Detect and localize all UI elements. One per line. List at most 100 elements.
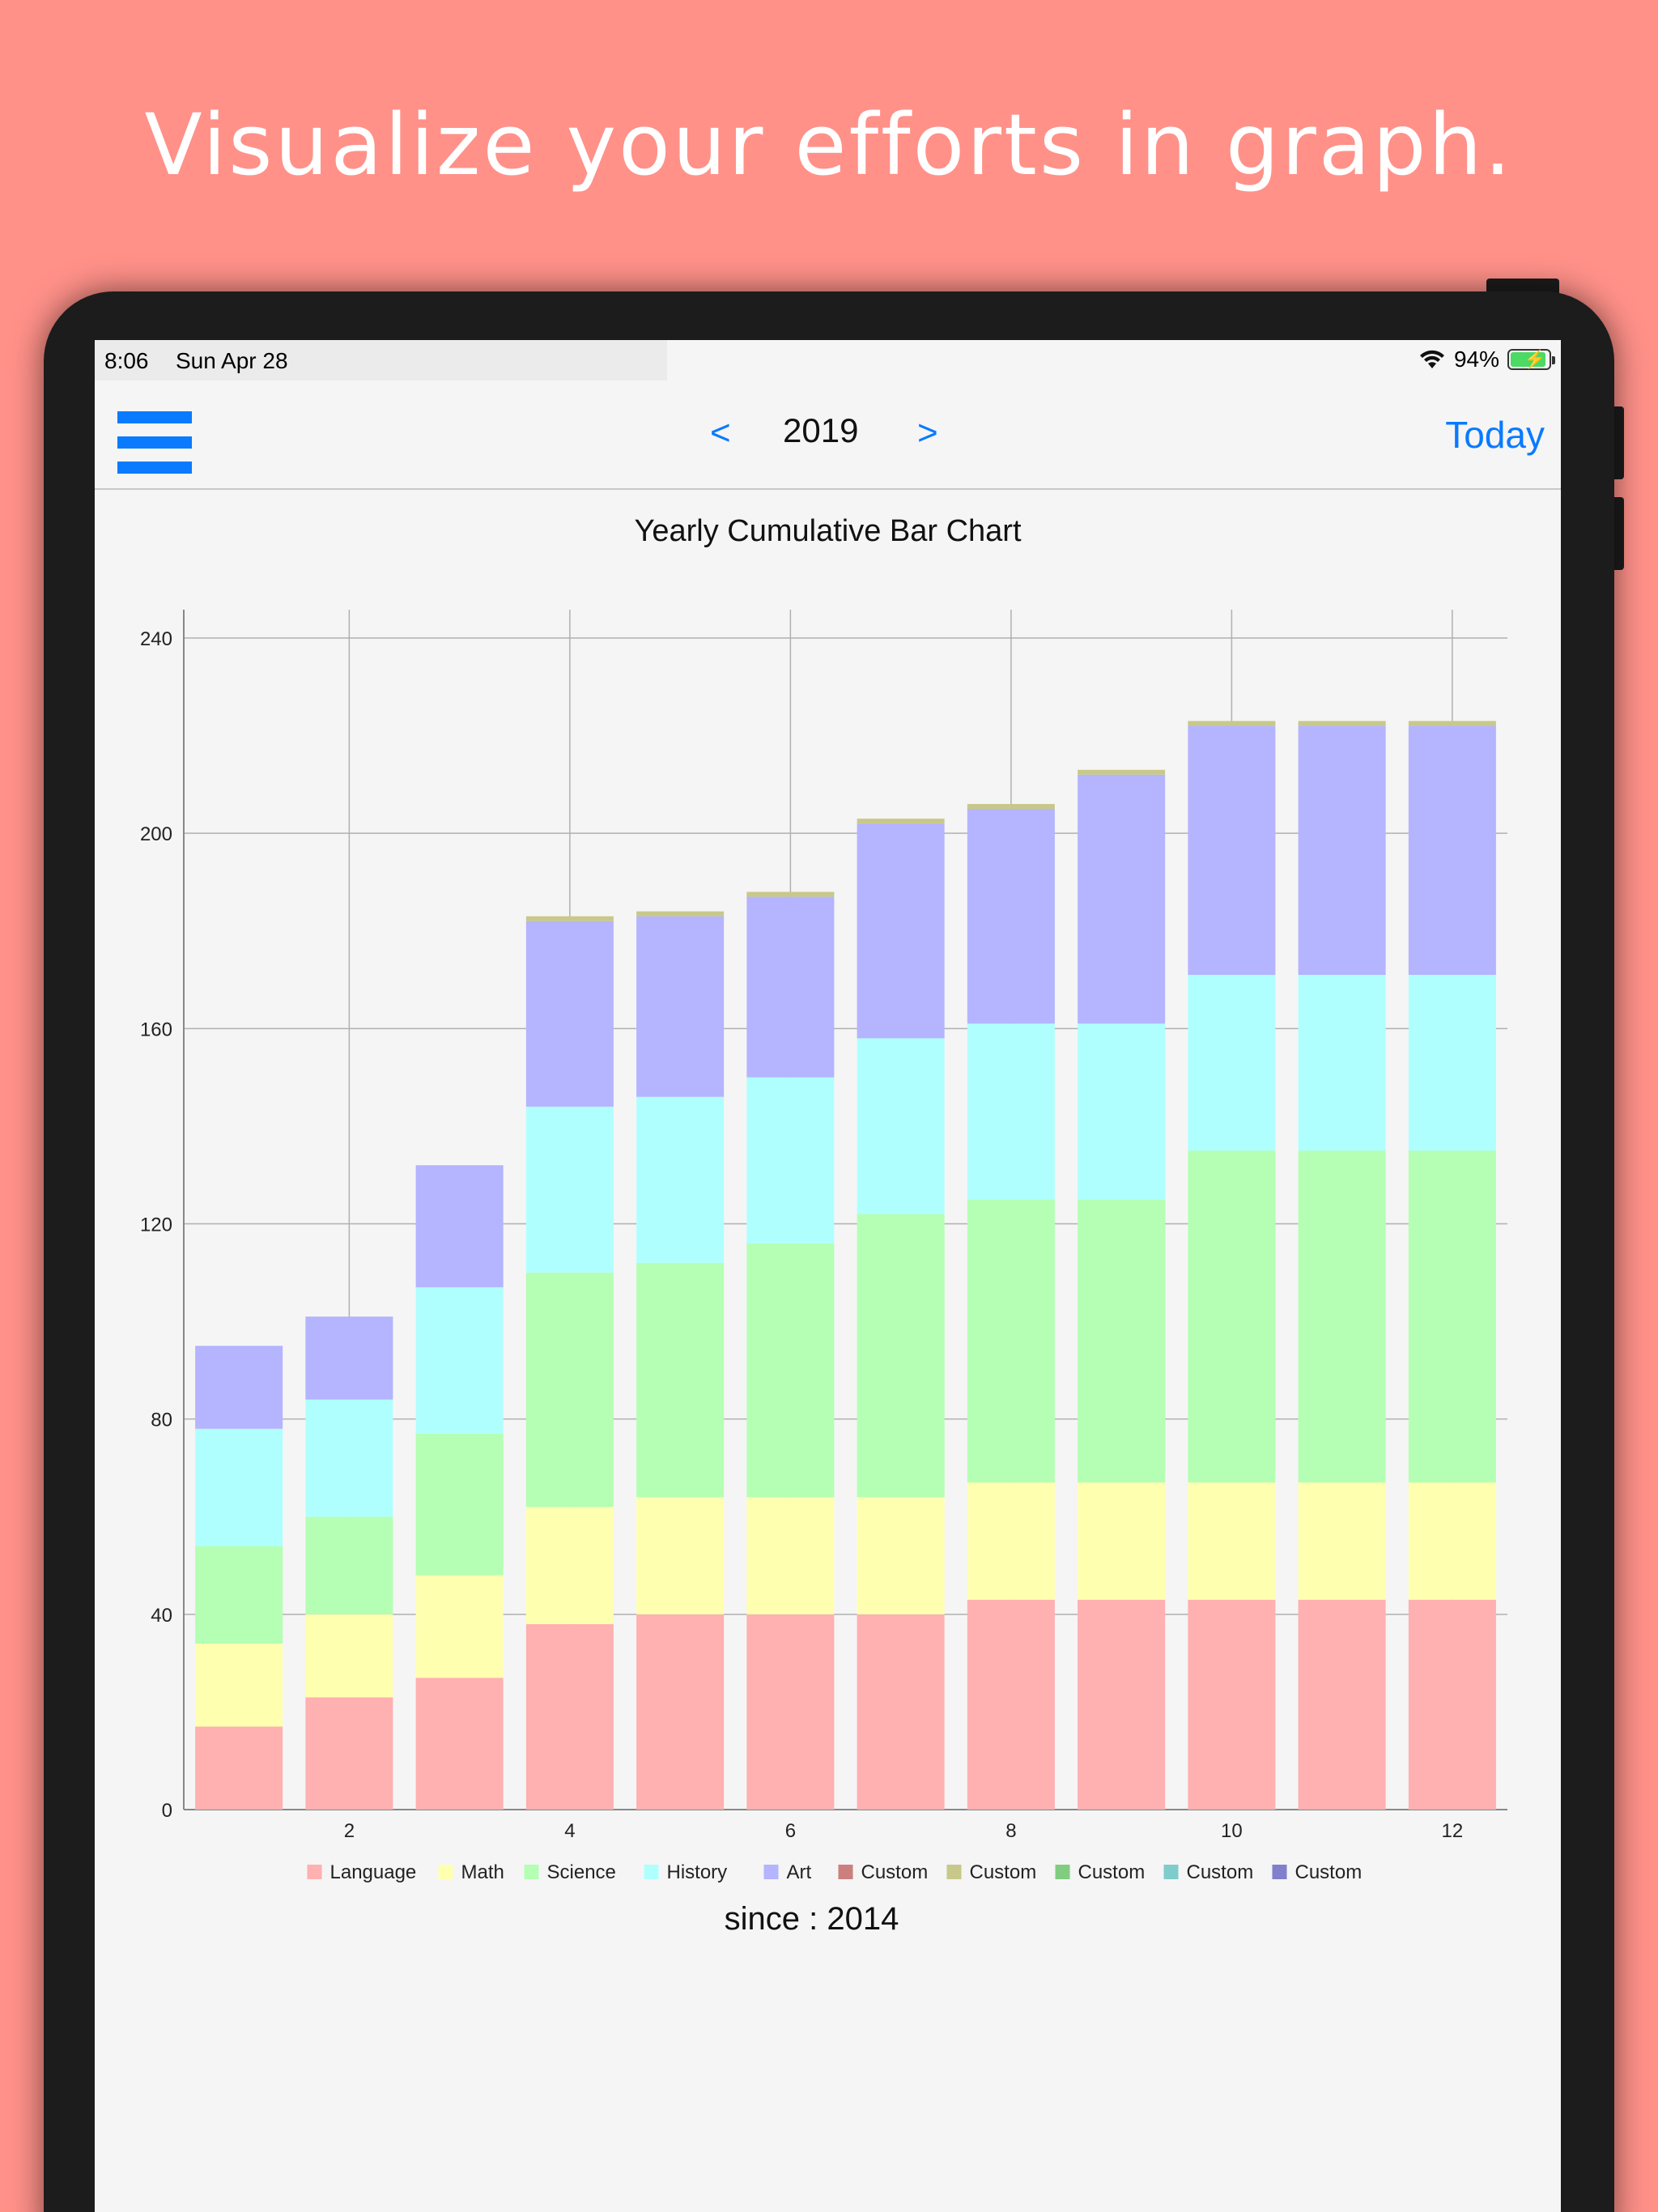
bar-segment-art (1188, 725, 1276, 976)
bar-segment-language (1408, 1599, 1496, 1810)
battery-percent: 94% (1453, 347, 1499, 372)
bar-segment-language (967, 1599, 1055, 1810)
legend-swatch (763, 1865, 779, 1879)
legend-label: Language (330, 1861, 417, 1883)
legend-label: Custom (1295, 1861, 1363, 1883)
bar-segment-language (195, 1726, 283, 1810)
battery-tip (1552, 356, 1555, 364)
bar-segment-custom (525, 916, 614, 921)
bar-segment-art (1298, 725, 1386, 976)
next-year-button[interactable]: > (917, 413, 938, 453)
bar-segment-custom (857, 819, 945, 824)
status-bar: 8:06 Sun Apr 28 94% ⚡ (95, 340, 1561, 381)
bar-segment-custom (636, 911, 725, 917)
bar-segment-science (415, 1433, 504, 1576)
legend-label: History (667, 1861, 728, 1883)
bar-segment-science (746, 1243, 835, 1498)
app-screen: 8:06 Sun Apr 28 94% ⚡ < 2019 > Today Ye (95, 340, 1561, 2212)
legend-label: Math (461, 1861, 504, 1883)
device-volume-down-button (1611, 497, 1624, 570)
bar-segment-history (305, 1399, 393, 1517)
y-tick-label: 240 (140, 628, 172, 650)
bar-segment-science (1408, 1151, 1496, 1483)
legend-label: Science (547, 1861, 616, 1883)
x-tick-label: 6 (785, 1820, 796, 1842)
y-tick-label: 200 (140, 823, 172, 845)
bar-segment-language (1298, 1599, 1386, 1810)
x-tick-label: 8 (1005, 1820, 1016, 1842)
bar-segment-art (525, 921, 614, 1107)
bar-segment-math (1408, 1482, 1496, 1600)
bar-segment-art (1408, 725, 1496, 976)
bar-segment-science (967, 1199, 1055, 1483)
bar-segment-art (305, 1317, 393, 1400)
bar-segment-language (305, 1697, 393, 1810)
bar-segment-history (857, 1038, 945, 1214)
bar-segment-art (967, 809, 1055, 1024)
bar-segment-history (1078, 1023, 1166, 1200)
bar-segment-science (195, 1546, 283, 1644)
bar-segment-art (195, 1346, 283, 1429)
bar-segment-history (636, 1096, 725, 1263)
device-top-button (1486, 279, 1559, 293)
legend-label: Custom (970, 1861, 1037, 1883)
bar-segment-science (305, 1516, 393, 1614)
bar-segment-math (636, 1497, 725, 1614)
previous-year-button[interactable]: < (710, 413, 731, 453)
year-label: 2019 (783, 411, 859, 449)
bar-segment-math (1188, 1482, 1276, 1600)
bar-segment-math (415, 1575, 504, 1678)
bar-segment-history (1408, 975, 1496, 1151)
bar-segment-science (525, 1272, 614, 1508)
headline: Visualize your efforts in graph. (144, 96, 1514, 194)
legend-swatch (1055, 1865, 1070, 1879)
bar-segment-math (857, 1497, 945, 1614)
bar-segment-custom (746, 891, 835, 897)
today-button[interactable]: Today (1445, 414, 1545, 456)
y-tick-label: 0 (162, 1800, 172, 1822)
stacked-bar-chart: 0 40 80 120 160 200 240 2 4 6 8 10 12 Language Math Sci… (140, 610, 1507, 1883)
x-tick-label: 12 (1442, 1820, 1464, 1842)
menu-line (117, 411, 192, 423)
charging-bolt-icon: ⚡ (1524, 349, 1546, 369)
legend-label: Custom (861, 1861, 929, 1883)
bar-segment-art (746, 896, 835, 1078)
bar-segment-art (1078, 774, 1166, 1024)
navigation-bar: < 2019 > Today (95, 381, 1561, 490)
bar-segment-history (195, 1428, 283, 1546)
x-tick-label: 2 (344, 1820, 355, 1842)
bar-segment-language (857, 1614, 945, 1810)
wifi-icon (1419, 350, 1444, 368)
bar-segment-language (636, 1614, 725, 1810)
y-tick-label: 80 (151, 1410, 172, 1431)
bar-segment-history (1188, 975, 1276, 1151)
bar-segment-math (746, 1497, 835, 1614)
bar-segment-language (415, 1678, 504, 1810)
since-label: since : 2014 (724, 1901, 899, 1937)
chart-title: Yearly Cumulative Bar Chart (634, 514, 1022, 548)
legend-label: Custom (1078, 1861, 1146, 1883)
legend-label: Art (787, 1861, 812, 1883)
legend-label: Custom (1187, 1861, 1254, 1883)
bar-segment-science (1078, 1199, 1166, 1483)
device-volume-up-button (1611, 406, 1624, 479)
bar-segment-language (1078, 1599, 1166, 1810)
bar-segment-custom (1408, 721, 1496, 726)
bar-segment-science (636, 1262, 725, 1498)
bar-segment-science (1188, 1151, 1276, 1483)
legend-swatch (946, 1865, 962, 1879)
bar-segment-history (525, 1106, 614, 1273)
legend-swatch (438, 1865, 453, 1879)
status-time: 8:06 (104, 348, 149, 373)
status-right-group: 94% ⚡ (1418, 347, 1555, 372)
bar-segment-language (525, 1623, 614, 1810)
battery-level-fill (1511, 352, 1546, 367)
bar-segment-math (1298, 1482, 1386, 1600)
bar-segment-science (857, 1214, 945, 1498)
menu-line (117, 436, 192, 449)
hamburger-menu-icon[interactable] (117, 411, 192, 476)
bar-segment-custom (967, 803, 1055, 810)
bar-segment-science (1298, 1151, 1386, 1483)
status-bar-highlight (95, 340, 667, 381)
bar-segment-history (967, 1023, 1055, 1200)
